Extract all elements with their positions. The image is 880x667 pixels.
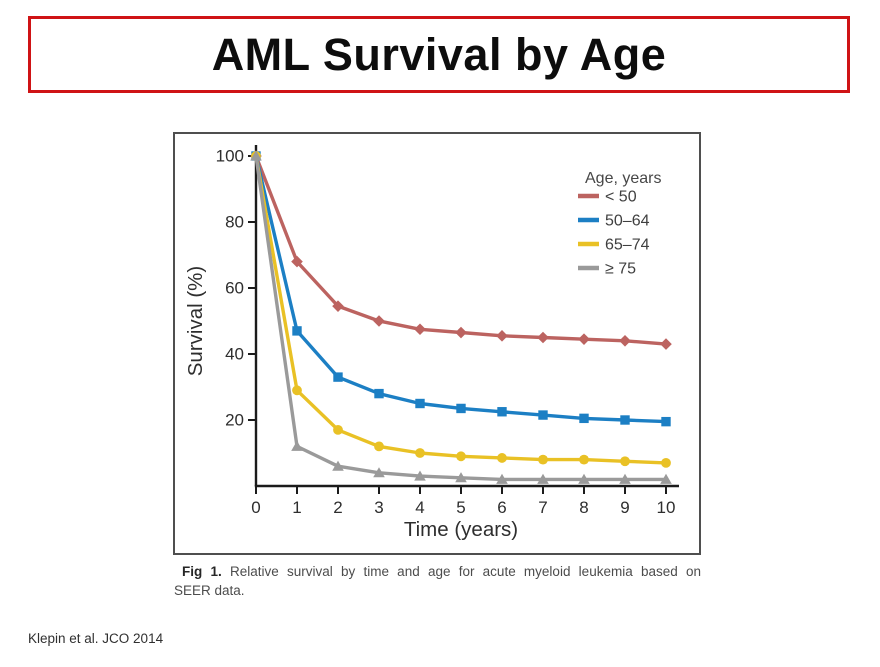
legend-label: ≥ 75 [605,261,636,278]
series-circle [251,151,671,468]
diamond-marker [414,323,426,336]
legend-title: Age, years [585,170,661,187]
title-box: AML Survival by Age [28,16,850,93]
square-marker [292,326,302,336]
square-marker [456,403,466,414]
circle-marker [415,448,425,458]
triangle-marker [332,460,344,471]
x-tick-label: 9 [620,498,629,517]
axes: 20 40 60 80 100 0 1 2 3 4 5 6 7 8 9 10 Time (years) Survi… [184,145,679,541]
square-marker [415,398,425,409]
x-tick-label: 4 [415,498,424,517]
x-tick-label: 8 [579,498,588,517]
caption-line-2: SEER data. [174,583,245,598]
diamond-marker [660,338,672,350]
x-tick-label: 3 [374,498,383,517]
square-marker [538,410,548,420]
diamond-marker [373,315,385,327]
x-tick-label: 7 [538,498,547,517]
triangle-marker [537,473,549,484]
circle-marker [579,454,589,465]
y-axis-title: Survival (%) [184,266,207,377]
square-marker [661,416,671,427]
square-marker [579,413,589,424]
circle-marker [292,385,302,396]
y-tick-label: 20 [225,411,244,430]
x-tick-label: 1 [292,498,301,517]
y-tick-label: 100 [216,147,244,166]
x-tick-label: 6 [497,498,506,517]
figure-caption: Fig 1. Relative survival by time and age… [174,562,701,600]
survival-chart: 20 40 60 80 100 0 1 2 3 4 5 6 7 8 9 10 Time (years) Survi… [184,145,679,541]
diamond-marker [455,326,467,339]
triangle-marker [496,473,508,484]
circle-marker [620,456,630,467]
x-tick-label: 5 [456,498,465,517]
series-triangle [250,150,672,484]
legend-label: 65–74 [605,237,650,254]
triangle-marker [455,472,467,483]
triangle-marker [291,440,303,451]
diamond-marker [619,335,631,347]
triangle-marker [660,473,672,484]
triangle-marker [578,473,590,484]
legend: Age, years < 50 50–64 65–74 ≥ 75 [578,170,661,278]
x-tick-label: 10 [657,498,676,517]
x-tick-label: 0 [251,498,260,517]
circle-marker [538,454,548,465]
figure-panel: 20 40 60 80 100 0 1 2 3 4 5 6 7 8 9 10 Time (years) Survi… [173,132,701,555]
caption-text: Relative survival by time and age for ac… [229,564,701,579]
attribution-text: Klepin et al. JCO 2014 [28,631,164,646]
y-tick-label: 80 [225,213,244,232]
circle-marker [497,453,507,463]
triangle-marker [373,467,385,478]
page-title: AML Survival by Age [211,28,667,80]
square-marker [333,372,343,382]
legend-label: 50–64 [605,213,650,230]
legend-label: < 50 [605,189,637,206]
y-tick-label: 60 [225,279,244,298]
caption-line-1: Fig 1. Relative survival by time and age… [174,562,701,581]
triangle-marker [414,470,426,481]
x-axis-title: Time (years) [404,518,518,541]
diamond-marker [496,330,508,342]
circle-marker [374,441,384,452]
y-tick-label: 40 [225,345,244,364]
diamond-marker [291,255,303,268]
x-tick-label: 2 [333,498,342,517]
square-marker [374,388,384,399]
diamond-marker [578,333,590,345]
circle-marker [333,425,343,435]
square-marker [620,415,630,425]
circle-marker [661,458,671,468]
triangle-marker [619,473,631,484]
triangle-marker [250,150,262,161]
caption-fig-label: Fig 1. [182,564,222,579]
diamond-marker [537,331,549,344]
diamond-marker [332,300,344,312]
circle-marker [456,451,466,462]
square-marker [497,407,507,417]
